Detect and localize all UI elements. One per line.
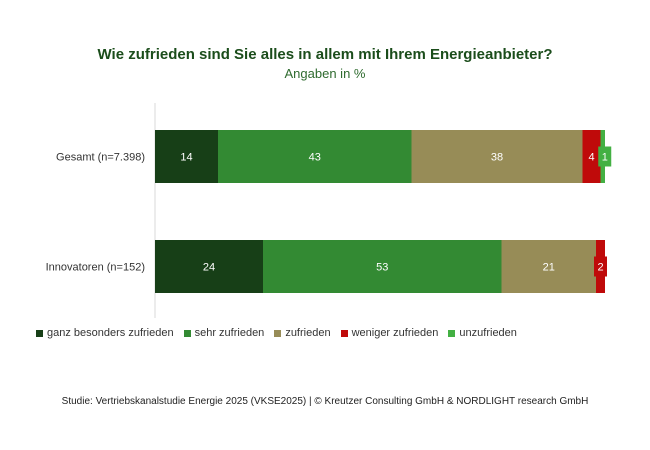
chart-subtitle: Angaben in % — [284, 66, 366, 81]
legend-item: ganz besonders zufrieden — [36, 327, 174, 339]
legend-swatch — [183, 329, 191, 337]
data-label: 21 — [543, 262, 555, 274]
data-label-box — [598, 146, 612, 167]
data-label: 53 — [376, 262, 388, 274]
legend-item: zufrieden — [274, 327, 331, 339]
category-label: Gesamt (n=7.398) — [56, 152, 145, 164]
bar-segment — [155, 240, 263, 293]
legend-label: weniger zufrieden — [351, 327, 439, 339]
bar-segment — [411, 130, 583, 183]
data-label: 43 — [309, 152, 321, 164]
legend-label: zufrieden — [285, 327, 331, 339]
legend-label: ganz besonders zufrieden — [47, 327, 174, 339]
data-label: 38 — [491, 152, 503, 164]
data-label-box — [585, 146, 598, 167]
bar-segment — [263, 240, 502, 293]
data-label: 24 — [203, 262, 215, 274]
legend-item: sehr zufrieden — [183, 327, 265, 339]
chart-legend: ganz besonders zufrieden sehr zufrieden zu… — [36, 327, 517, 339]
bar-segment — [155, 130, 218, 183]
legend-item: unzufrieden — [448, 327, 517, 339]
legend-swatch — [448, 329, 456, 337]
data-label-box — [594, 256, 607, 277]
legend-swatch — [274, 329, 282, 337]
bar-segment — [501, 240, 596, 293]
data-label: 4 — [588, 152, 594, 164]
category-label: Innovatoren (n=152) — [46, 262, 145, 274]
chart-title: Wie zufrieden sind Sie alles in allem mi… — [97, 46, 553, 63]
legend-label: unzufrieden — [459, 327, 517, 339]
legend-swatch — [340, 329, 348, 337]
source-note: Studie: Vertriebskanalstudie Energie 202… — [61, 396, 589, 407]
legend-item: weniger zufrieden — [340, 327, 439, 339]
data-label: 1 — [602, 152, 608, 164]
bar-segment — [218, 130, 412, 183]
data-label: 14 — [180, 152, 192, 164]
legend-swatch — [36, 329, 43, 337]
legend-label: sehr zufrieden — [194, 327, 265, 339]
data-label: 2 — [597, 262, 603, 274]
